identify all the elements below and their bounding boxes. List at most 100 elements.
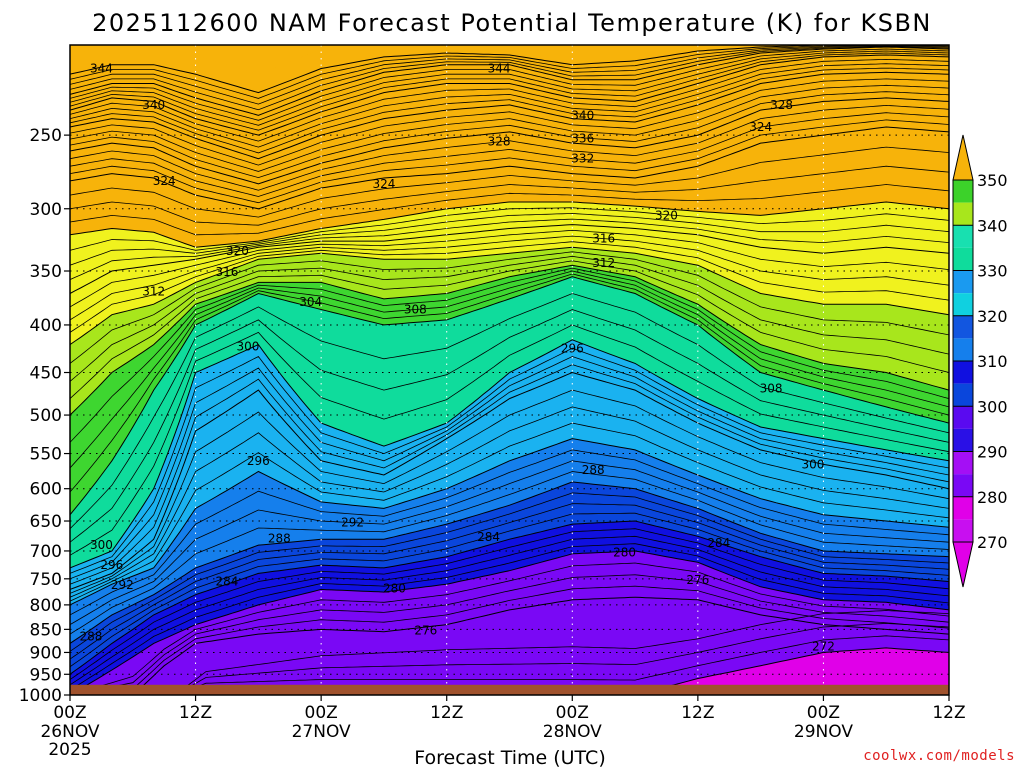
- contour-316: [70, 224, 949, 294]
- contour-280: [70, 550, 949, 695]
- y-tick-label: 850: [30, 620, 62, 640]
- colorbar-swatch: [953, 406, 973, 429]
- contour-293: [70, 422, 949, 602]
- contour-274: [70, 622, 949, 695]
- contour-328: [70, 97, 949, 185]
- colorbar-swatch: [953, 428, 973, 452]
- contour-294: [70, 406, 949, 598]
- contour-label: 280: [383, 581, 406, 595]
- contour-290: [70, 460, 949, 625]
- grid-lines: [70, 45, 949, 695]
- contour-298: [70, 356, 949, 580]
- contour-297: [70, 364, 949, 585]
- y-tick-label: 400: [30, 316, 62, 336]
- colorbar-swatch: [953, 180, 973, 203]
- contour-318: [70, 212, 949, 266]
- contour-273: [70, 635, 949, 695]
- contour-301: [70, 324, 949, 556]
- x-tick-label: 12Z: [179, 703, 212, 723]
- contour-label: 320: [655, 208, 678, 222]
- contour-label: 304: [299, 295, 322, 309]
- x-date-label: 26NOV: [40, 722, 99, 742]
- contour-279: [70, 562, 949, 695]
- contour-276: [70, 596, 949, 695]
- x-tick-label: 00Z: [807, 703, 840, 723]
- x-tick-label: 12Z: [932, 703, 965, 723]
- contour-314: [70, 235, 949, 321]
- contour-313: [70, 241, 949, 333]
- contour-337: [70, 52, 949, 131]
- contour-label: 344: [488, 62, 511, 76]
- contour-327: [70, 104, 949, 191]
- plot-frame: [69, 44, 950, 696]
- contour-322: [70, 165, 949, 226]
- contour-label: 292: [111, 578, 134, 592]
- contour-label: 300: [802, 457, 825, 471]
- y-tick-label: 950: [30, 665, 62, 685]
- contour-label: 320: [226, 244, 249, 258]
- contour-label: 276: [686, 573, 709, 587]
- x-tick-label: 00Z: [53, 703, 86, 723]
- contour-label: 316: [216, 265, 239, 279]
- contour-label: 316: [592, 232, 615, 246]
- colorbar-label: 310: [977, 352, 1008, 371]
- contour-label: 280: [613, 546, 636, 560]
- contour-label: 296: [100, 558, 123, 572]
- contour-306: [70, 270, 949, 469]
- contour-326: [70, 112, 949, 197]
- contour-277: [70, 585, 949, 695]
- contour-label: 344: [90, 62, 113, 76]
- contour-275: [70, 610, 949, 695]
- contour-284: [70, 520, 949, 675]
- colorbar-label: 320: [977, 307, 1008, 326]
- y-tick-label: 350: [30, 262, 62, 282]
- contour-330: [70, 84, 949, 172]
- contour-291: [70, 449, 949, 616]
- y-tick-label: 500: [30, 406, 62, 426]
- x-date-label: 27NOV: [292, 722, 351, 742]
- x-tick-label: 00Z: [556, 703, 589, 723]
- contour-282: [70, 535, 949, 686]
- contour-307: [70, 267, 949, 443]
- colorbar-label: 350: [977, 171, 1008, 190]
- contour-300: [70, 339, 949, 569]
- contour-label: 284: [707, 536, 730, 550]
- surface-ground: [70, 684, 949, 695]
- contour-label: 300: [236, 340, 259, 354]
- contour-label: 340: [571, 108, 594, 122]
- contour-label: 292: [341, 515, 364, 529]
- colorbar-swatch: [953, 338, 973, 361]
- contour-label: 308: [404, 303, 427, 317]
- y-tick-label: 750: [30, 570, 62, 590]
- contour-label: 340: [142, 98, 165, 112]
- contour-324: [70, 126, 949, 210]
- contour-321: [70, 184, 949, 236]
- contour-283: [70, 528, 949, 680]
- contour-labels: 344 344 340 340 336 332 328 328 324 324 324 320 320 3…: [79, 62, 834, 654]
- contour-285: [70, 512, 949, 668]
- colorbar-label: 270: [977, 533, 1008, 552]
- x-tick-label: 12Z: [681, 703, 714, 723]
- contour-292: [70, 438, 949, 606]
- contour-286: [70, 503, 949, 660]
- contour-287: [70, 492, 949, 652]
- colorbar-swatch: [953, 202, 973, 226]
- contour-label: 324: [372, 177, 395, 191]
- contour-label: 288: [268, 532, 291, 546]
- contour-lines: [70, 45, 949, 695]
- contour-label: 328: [488, 135, 511, 149]
- colorbar-swatch: [953, 361, 973, 384]
- colorbar-label: 300: [977, 397, 1008, 416]
- contour-305: [70, 273, 949, 493]
- y-tick-label: 700: [30, 542, 62, 562]
- contour-label: 312: [592, 256, 615, 270]
- contour-288: [70, 481, 949, 644]
- contour-312: [70, 246, 949, 346]
- colorbar-label: 290: [977, 443, 1008, 462]
- contour-342: [70, 45, 949, 105]
- x-axis-label: Forecast Time (UTC): [414, 747, 605, 768]
- contour-303: [70, 293, 949, 529]
- contour-309: [70, 260, 949, 399]
- contour-329: [70, 91, 949, 179]
- colorbar-swatch: [953, 451, 973, 475]
